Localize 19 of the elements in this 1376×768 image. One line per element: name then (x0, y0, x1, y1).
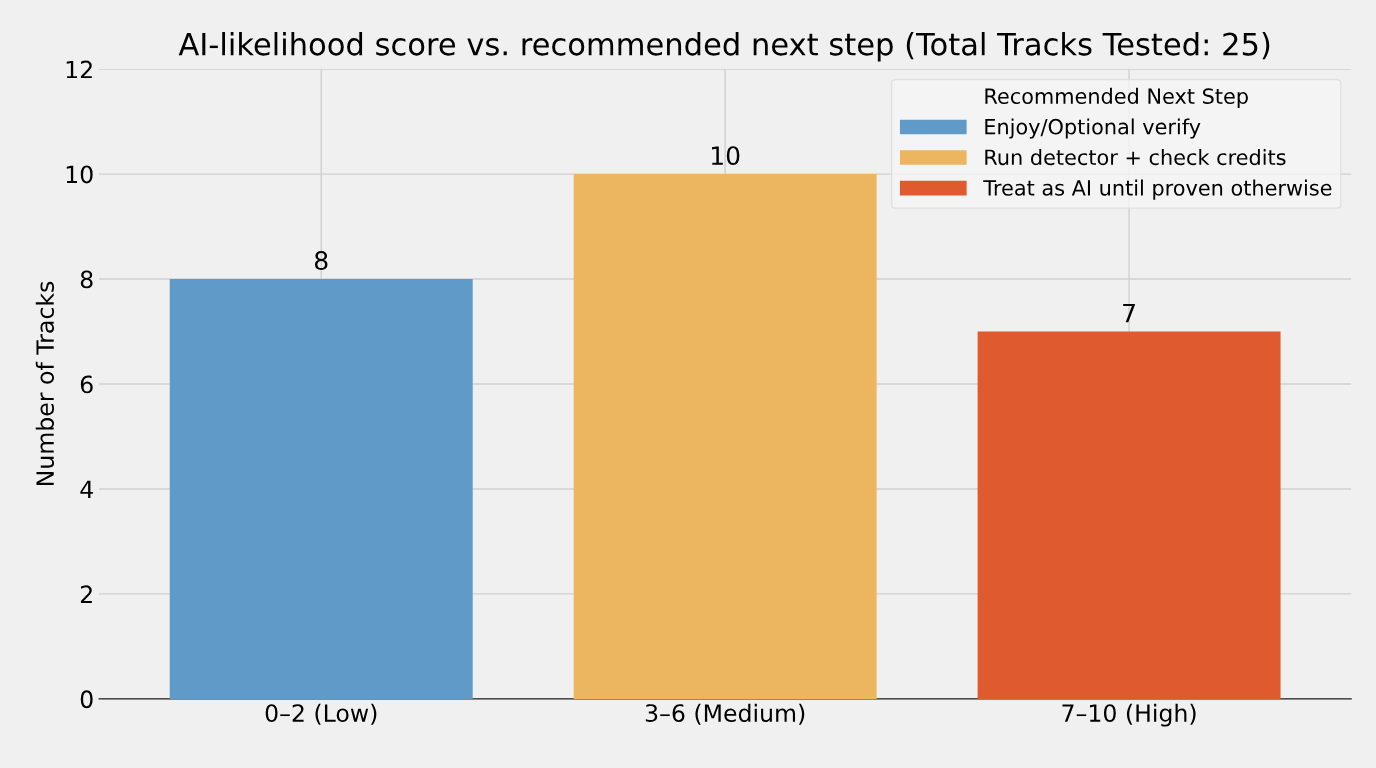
legend-label: Run detector + check credits (985, 149, 1286, 166)
y-tick-label: 4 (80, 480, 93, 498)
data-label: 10 (711, 146, 740, 166)
legend-title: Recommended Next Step (985, 87, 1248, 109)
y-axis-title: Number of Tracks (35, 281, 55, 486)
y-tick-label: 2 (80, 585, 92, 603)
x-tick-label: 0–2 (Low) (265, 703, 377, 725)
y-tick-label: 12 (66, 60, 92, 79)
data-label: 8 (314, 251, 328, 271)
legend-label: Treat as AI until proven otherwise (983, 179, 1332, 200)
legend-label: Enjoy/Optional verify (985, 118, 1201, 139)
y-tick-label: 6 (80, 375, 93, 394)
y-tick-label: 10 (66, 165, 93, 184)
chart-title: AI-likelihood score vs. recommended next step (Total Tracks Tested: 25) (178, 32, 1270, 62)
data-label: 7 (1123, 303, 1135, 323)
y-tick-label: 8 (80, 270, 93, 289)
x-tick-label: 7–10 (High) (1062, 703, 1196, 727)
y-tick-label: 0 (80, 690, 93, 709)
x-tick-label: 3–6 (Medium) (645, 703, 805, 725)
